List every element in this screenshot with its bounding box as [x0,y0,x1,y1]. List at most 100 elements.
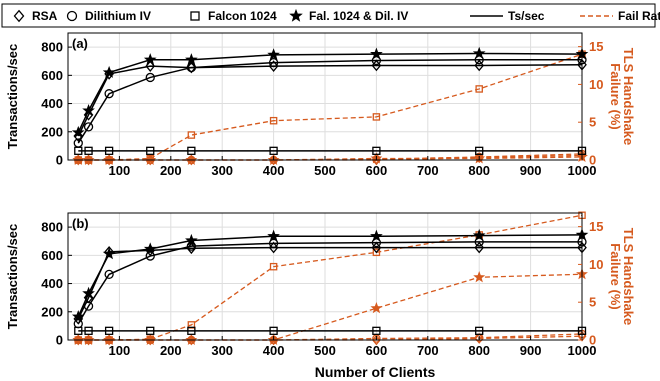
legend-label-ts-sec: Ts/sec [508,9,545,23]
x-tick-label: 1000 [568,343,597,358]
y-right-axis-label-line1: TLS Handshake [621,228,636,326]
point-fal-1024-dil-iv-fail-rate [185,333,198,346]
x-tick-label: 700 [417,343,439,358]
point-dilithium-iv-ts-per-sec [145,251,155,261]
point-fal-1024-dil-iv-fail-rate [103,333,116,346]
point-falcon-1024-ts-per-sec [372,146,381,155]
point-fal-1024-dil-iv-ts-per-sec [267,229,280,242]
point-fal-1024-dil-iv-fail-rate [370,301,383,314]
point-falcon-1024-ts-per-sec [104,146,114,155]
point-fal-1024-dil-iv-fail-rate [72,153,85,166]
point-falcon-1024-ts-per-sec [187,146,196,155]
x-tick-label: 800 [468,343,490,358]
point-falcon-1024-ts-per-sec [146,146,155,155]
y-right-tick-label: 10 [589,77,603,92]
x-tick-label: 400 [263,163,285,178]
point-fal-1024-dil-iv-ts-per-sec [370,47,383,60]
y-tick-label: 400 [41,276,63,291]
x-tick-label: 600 [366,163,388,178]
y-right-tick-label: 15 [589,39,603,54]
x-tick-label: 100 [109,163,131,178]
point-fal-1024-dil-iv-fail-rate [82,333,95,346]
y-tick-label: 800 [41,220,63,235]
point-rsa-ts-per-sec [186,61,197,74]
y-axis-label: Transactions/sec [5,224,20,330]
point-fal-1024-dil-iv-fail-rate [185,153,198,166]
x-tick-label: 1000 [568,163,597,178]
point-falcon-1024-ts-per-sec [269,146,278,155]
y-right-tick-label: 5 [589,295,596,310]
series-line-dilithium-iv-ts-per-sec [77,241,582,325]
point-falcon-1024-fail-rate [269,262,278,271]
panel-label: (b) [72,216,89,231]
x-tick-label: 100 [109,343,131,358]
point-fal-1024-dil-iv-fail-rate [82,153,95,166]
legend-label-fail-rate: Fail Rate [618,9,660,23]
point-falcon-1024-ts-per-sec [74,146,83,155]
point-falcon-1024-ts-per-sec [187,326,196,335]
point-fal-1024-dil-iv-ts-per-sec [82,286,95,299]
point-fal-1024-dil-iv-ts-per-sec [102,65,116,78]
point-rsa-ts-per-sec [474,241,485,254]
point-fal-1024-dil-iv-ts-per-sec [185,53,198,66]
point-fal-1024-dil-iv-ts-per-sec [102,247,116,260]
point-dilithium-iv-ts-per-sec [104,269,114,280]
point-falcon-1024-fail-rate [187,131,196,139]
y-right-tick-label: 5 [589,115,596,130]
point-fal-1024-dil-iv-fail-rate [144,333,157,346]
legend-label-falcon-1024: Falcon 1024 [208,9,277,23]
point-dilithium-iv-ts-per-sec [268,238,279,248]
y-tick-label: 600 [41,68,63,83]
point-fal-1024-dil-iv-ts-per-sec [143,53,157,66]
legend-marker-falcon-1024 [190,11,200,21]
point-falcon-1024-ts-per-sec [475,146,484,155]
legend-label-rsa: RSA [32,9,58,23]
x-tick-label: 800 [468,163,490,178]
point-rsa-ts-per-sec [474,59,485,72]
x-axis-label: Number of Clients [315,364,436,380]
legend-label-fal-1024-dil-iv: Fal. 1024 & Dil. IV [309,9,408,23]
y-tick-label: 0 [56,333,63,348]
point-falcon-1024-ts-per-sec [84,326,93,335]
point-falcon-1024-ts-per-sec [269,326,278,335]
y-tick-label: 200 [41,124,63,139]
y-right-axis-label-line2: Failure (%) [608,63,623,129]
x-tick-label: 500 [314,163,336,178]
point-falcon-1024-ts-per-sec [74,326,83,335]
legend-box [1,3,656,28]
point-fal-1024-dil-iv-fail-rate [473,271,486,283]
x-tick-label: 300 [211,343,233,358]
point-fal-1024-dil-iv-ts-per-sec [267,48,280,61]
x-tick-label: 600 [366,343,388,358]
legend-label-dilithium-iv: Dilithium IV [85,9,151,23]
point-falcon-1024-ts-per-sec [475,326,484,335]
point-dilithium-iv-ts-per-sec [268,57,279,68]
x-tick-label: 900 [520,343,542,358]
point-fal-1024-dil-iv-fail-rate [144,153,157,166]
y-right-tick-label: 15 [589,219,603,234]
point-fal-1024-dil-iv-ts-per-sec [71,310,85,323]
x-tick-label: 500 [314,343,336,358]
panel-b: 100 200 300 400 500 600 700 800 900 1000020040060… [5,211,636,358]
point-falcon-1024-fail-rate [269,116,278,125]
x-tick-label: 900 [520,163,542,178]
point-fal-1024-dil-iv-ts-per-sec [472,228,486,241]
y-tick-label: 600 [41,248,63,263]
point-fal-1024-dil-iv-ts-per-sec [370,229,383,242]
y-tick-label: 0 [56,153,63,168]
point-fal-1024-dil-iv-ts-per-sec [71,125,85,138]
panel-a: 100 200 300 400 500 600 700 800 900 1000020040060… [5,32,636,178]
x-tick-label: 200 [160,343,182,358]
y-right-tick-label: 0 [589,333,596,348]
panel-label: (a) [72,36,88,51]
y-right-tick-label: 10 [589,257,603,272]
y-tick-label: 800 [41,40,63,55]
x-tick-label: 700 [417,163,439,178]
y-right-axis-label-line2: Failure (%) [608,243,623,309]
point-dilithium-iv-ts-per-sec [83,122,94,132]
series-line-dilithium-iv-ts-per-sec [77,59,582,144]
x-tick-label: 400 [263,343,285,358]
point-rsa-ts-per-sec [268,60,279,72]
point-falcon-1024-ts-per-sec [104,326,114,335]
